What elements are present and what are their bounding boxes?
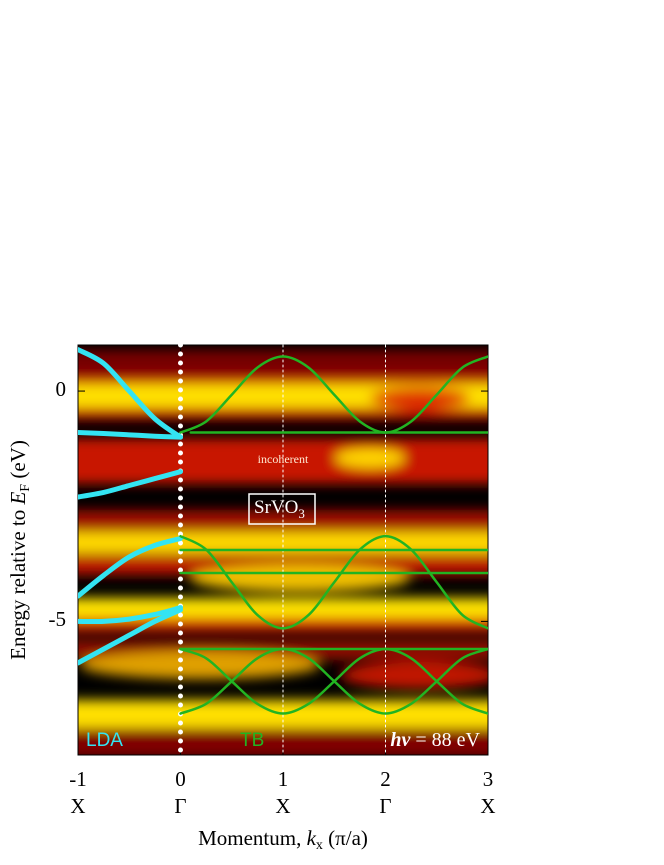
x-tick-symbol: Γ — [174, 794, 186, 818]
x-tick-label: 1 — [278, 767, 289, 791]
annotation-text: = 88 eV — [410, 729, 480, 751]
x-tick-symbol: X — [275, 794, 290, 818]
labels: incoherent SrVO3 LDA TB hν = 88 eV Momen… — [6, 377, 496, 853]
x-tick-symbol: X — [480, 794, 495, 818]
band-curve — [78, 607, 183, 666]
x-title-part: (π/a) — [323, 826, 368, 850]
x-tick-symbol: X — [70, 794, 85, 818]
x-tick-label: -1 — [69, 767, 87, 791]
band-curve — [179, 647, 488, 715]
band-curve — [179, 534, 488, 630]
annotation-sub: 3 — [298, 506, 305, 521]
x-title-sub: x — [316, 838, 323, 853]
y-tick-label: 0 — [56, 377, 67, 401]
x-axis-title: Momentum, kx (π/a) — [198, 826, 368, 853]
annotation: hν = 88 eV — [390, 729, 480, 751]
y-title-sub: F — [18, 484, 33, 492]
annotation-text: SrVO — [254, 497, 298, 518]
band-curve — [179, 355, 488, 434]
annotation: incoherent — [258, 452, 309, 466]
x-title-part: Momentum, — [198, 826, 307, 850]
x-tick-label: 0 — [175, 767, 186, 791]
x-tick-label: 3 — [483, 767, 494, 791]
annotation-symbol: hν — [390, 729, 411, 751]
annotation-box — [248, 493, 316, 525]
band-curve — [78, 430, 183, 440]
y-axis-title: Energy relative to EF (eV) — [6, 440, 33, 660]
y-title-var: E — [6, 492, 30, 506]
x-title-var: k — [307, 826, 317, 850]
band-curve — [78, 605, 183, 625]
y-title-part: Energy relative to — [6, 505, 30, 660]
band-curve — [78, 347, 183, 440]
y-title-part: (eV) — [6, 440, 30, 484]
legend-label: TB — [240, 730, 264, 751]
x-tick-symbol: Γ — [379, 794, 391, 818]
annotation: SrVO3 — [254, 497, 305, 521]
legend-label: LDA — [86, 730, 123, 751]
intensity-map — [78, 345, 488, 755]
band-curve — [78, 535, 183, 599]
y-tick-label: -5 — [49, 607, 67, 631]
curves — [78, 347, 488, 715]
band-curve — [78, 469, 183, 500]
x-tick-label: 2 — [380, 767, 391, 791]
